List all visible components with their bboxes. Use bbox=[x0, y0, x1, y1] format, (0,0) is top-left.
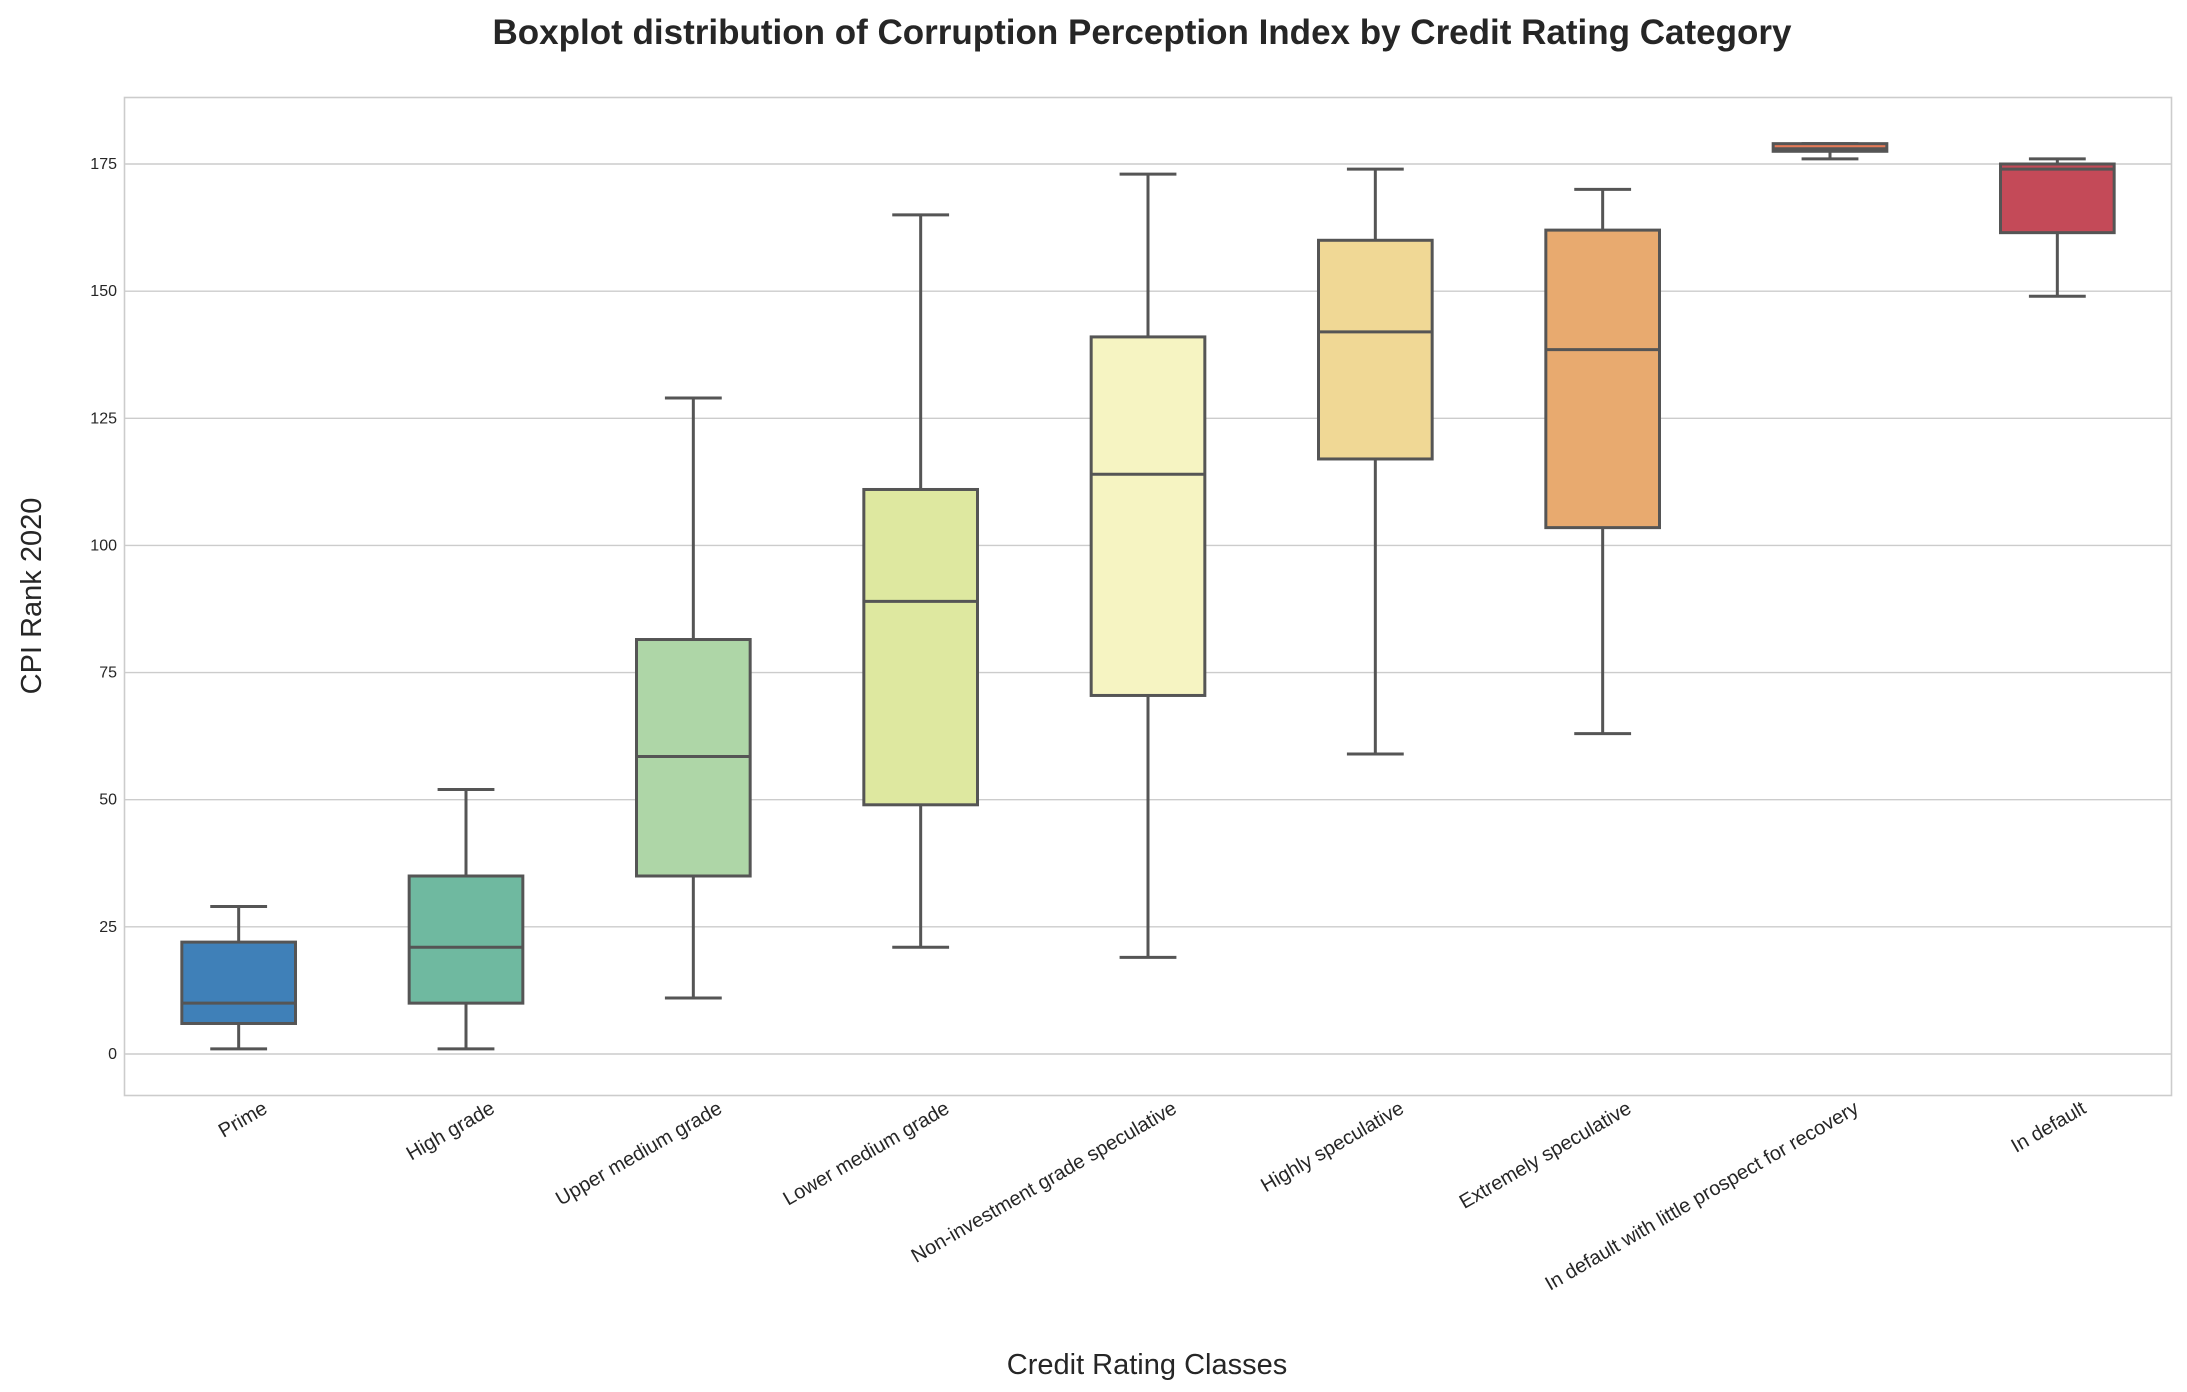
box-group bbox=[407, 788, 525, 1051]
y-tick-label: 100 bbox=[90, 537, 117, 554]
box-iqr bbox=[407, 874, 525, 1005]
x-tick-label: Prime bbox=[215, 1097, 271, 1142]
y-tick-label: 50 bbox=[99, 792, 117, 809]
box-iqr bbox=[1317, 238, 1434, 461]
box-group bbox=[635, 396, 752, 1000]
box-iqr bbox=[1089, 335, 1207, 697]
y-tick-label: 25 bbox=[99, 919, 117, 936]
box-iqr bbox=[1544, 228, 1662, 530]
box-group bbox=[1771, 142, 1889, 161]
x-tick-label: Extremely speculative bbox=[1456, 1097, 1635, 1213]
plot-frame bbox=[123, 96, 2173, 1097]
box-group bbox=[1089, 172, 1207, 959]
y-tick-label: 75 bbox=[99, 665, 117, 682]
box-iqr bbox=[862, 487, 979, 807]
box-group bbox=[862, 213, 979, 949]
x-axis-tick-labels: Prime High grade Upper medium grade Lower m… bbox=[215, 1097, 2090, 1295]
y-tick-label: 150 bbox=[90, 283, 117, 300]
x-tick-label: Highly speculative bbox=[1257, 1097, 1408, 1197]
box-iqr bbox=[1999, 162, 2116, 235]
y-axis-label: CPI Rank 2020 bbox=[16, 498, 48, 695]
box-iqr bbox=[180, 940, 297, 1025]
x-tick-label: Non-investment grade speculative bbox=[908, 1097, 1181, 1267]
x-tick-label: High grade bbox=[403, 1097, 499, 1165]
box-group bbox=[1317, 167, 1434, 756]
y-tick-label: 125 bbox=[90, 410, 117, 427]
y-tick-label: 175 bbox=[90, 156, 117, 173]
box-series bbox=[180, 142, 2116, 1051]
box-group bbox=[180, 905, 297, 1051]
y-axis-ticks: 0 25 50 75 100 125 150 175 bbox=[90, 156, 117, 1063]
y-tick-label: 0 bbox=[108, 1046, 117, 1063]
chart-title: Boxplot distribution of Corruption Perce… bbox=[493, 13, 1792, 52]
box-group bbox=[1999, 157, 2116, 298]
x-tick-label: Lower medium grade bbox=[779, 1097, 953, 1210]
x-tick-label: Upper medium grade bbox=[552, 1097, 726, 1210]
x-tick-label: In default bbox=[2008, 1097, 2091, 1157]
x-axis-label: Credit Rating Classes bbox=[1007, 1349, 1287, 1381]
box-group bbox=[1544, 187, 1662, 736]
